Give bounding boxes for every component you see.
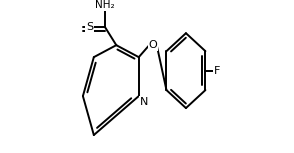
Text: F: F (213, 66, 220, 76)
Text: NH₂: NH₂ (95, 0, 115, 10)
Text: S: S (86, 22, 93, 32)
Text: O: O (148, 40, 157, 50)
Text: N: N (140, 97, 148, 107)
